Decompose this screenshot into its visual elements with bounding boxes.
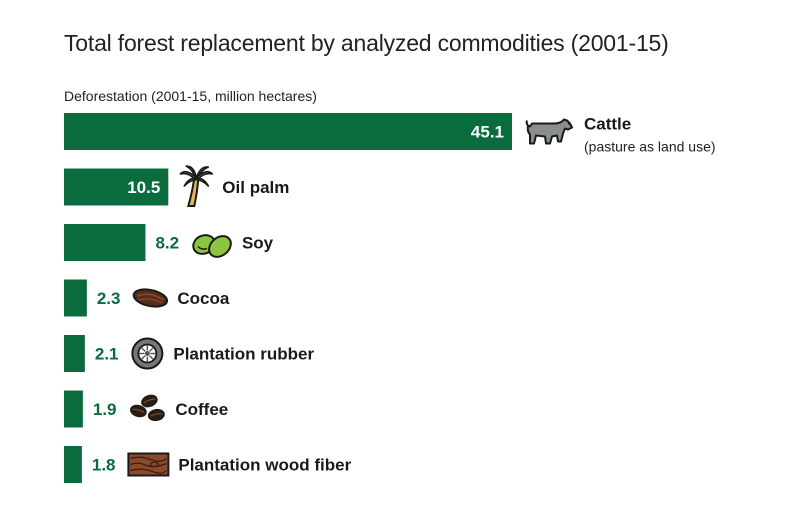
category-label-6: Plantation wood fiber [178, 456, 351, 475]
palm-tree-icon [179, 165, 214, 207]
bar-1 [64, 168, 169, 206]
bar-3 [64, 279, 87, 317]
value-label-2: 8.2 [155, 234, 179, 253]
bar-5 [64, 390, 83, 428]
value-label-6: 1.8 [92, 456, 116, 475]
cow-icon [525, 118, 573, 145]
soybean-icon [192, 234, 232, 258]
value-label-5: 1.9 [93, 400, 117, 419]
category-label-5: Coffee [175, 400, 228, 419]
value-label-1: 10.5 [127, 178, 160, 197]
category-note-0: (pasture as land use) [584, 139, 716, 155]
category-label-0: Cattle [584, 115, 631, 134]
chart-title: Total forest replacement by analyzed com… [64, 30, 669, 56]
bar-2 [64, 224, 146, 261]
rubber-tire-icon [131, 337, 164, 370]
value-label-0: 45.1 [471, 123, 504, 142]
cocoa-pod-icon [132, 288, 169, 308]
value-label-3: 2.3 [97, 289, 121, 308]
category-label-1: Oil palm [222, 178, 289, 197]
value-label-4: 2.1 [95, 345, 119, 364]
coffee-beans-icon [130, 394, 165, 422]
category-label-4: Plantation rubber [173, 345, 314, 364]
wood-grain-icon [127, 452, 170, 477]
bar-0 [64, 113, 512, 150]
bar-6 [64, 446, 82, 483]
chart-subtitle: Deforestation (2001-15, million hectares… [64, 88, 317, 104]
category-label-3: Cocoa [177, 289, 230, 308]
bar-4 [64, 335, 85, 372]
category-label-2: Soy [242, 234, 274, 253]
